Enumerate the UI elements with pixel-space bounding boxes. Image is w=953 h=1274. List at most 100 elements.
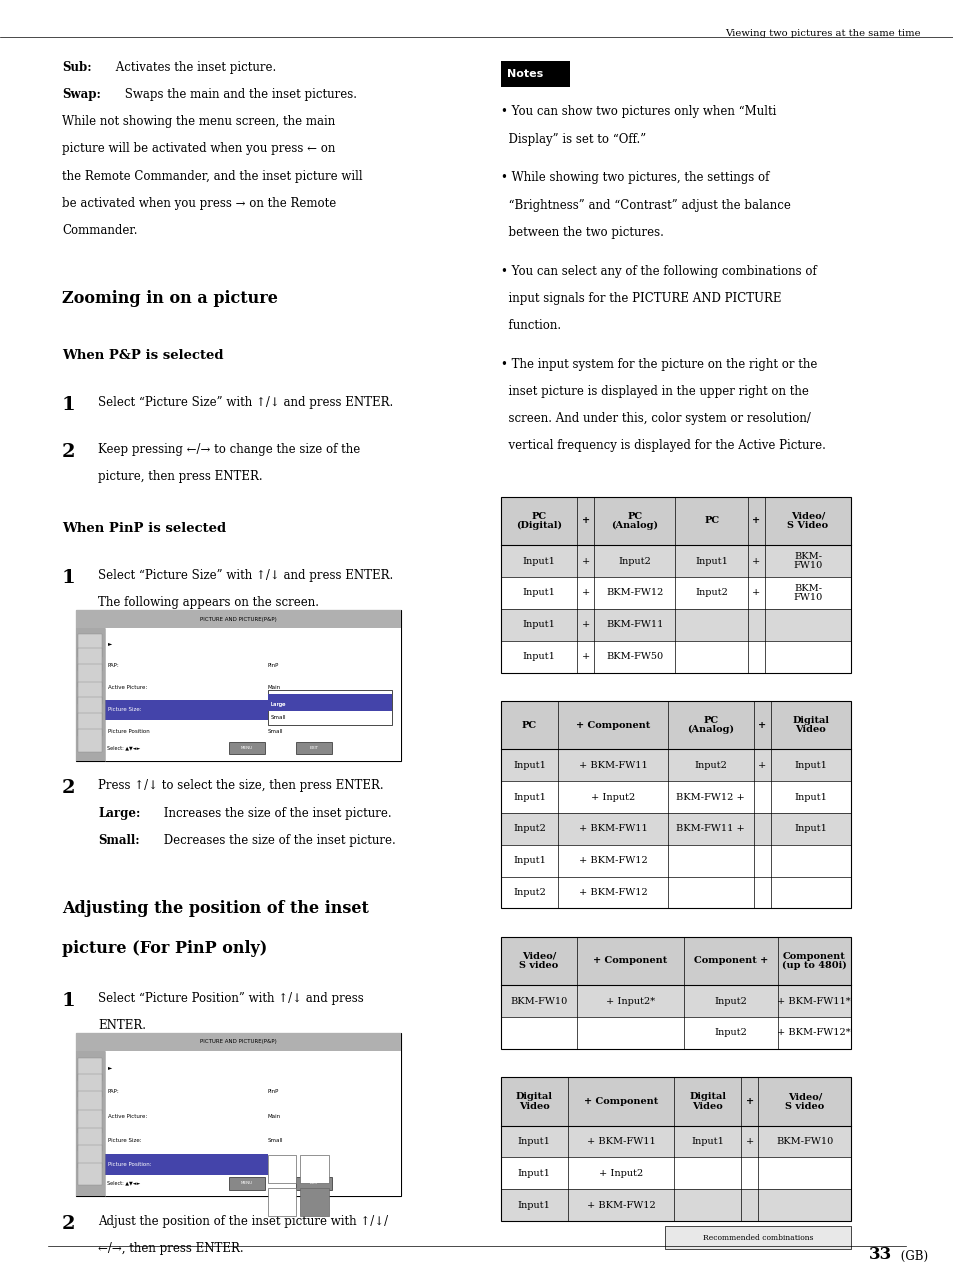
Bar [105,1153,267,1176]
Text: 2: 2 [62,1215,75,1233]
Bar [76,610,400,761]
Text: PAP:: PAP: [108,1089,119,1094]
Text: • While showing two pictures, the settings of: • While showing two pictures, the settin… [500,172,768,185]
Text: Commander.: Commander. [62,224,137,237]
Bar [299,1154,328,1182]
Bar [500,749,850,781]
Text: Notes: Notes [506,69,542,79]
Text: +: + [581,516,589,525]
Text: BKM-FW12: BKM-FW12 [605,589,663,598]
Bar [76,610,400,628]
Text: Input1: Input1 [794,792,826,801]
Text: Activates the inset picture.: Activates the inset picture. [112,61,275,74]
Bar [78,1127,102,1150]
Text: Input1: Input1 [522,589,555,598]
Bar [500,609,850,641]
Text: PC
(Analog): PC (Analog) [611,512,658,530]
Text: Keep pressing ←/→ to change the size of the: Keep pressing ←/→ to change the size of … [98,443,360,456]
Text: PinP: PinP [267,664,278,668]
Text: PC: PC [521,721,537,730]
Text: BKM-FW10: BKM-FW10 [510,996,567,1005]
Text: 1: 1 [62,396,75,414]
Bar [500,545,850,577]
Text: BKM-FW11: BKM-FW11 [605,620,663,629]
Text: 1: 1 [62,569,75,587]
Text: Small: Small [267,1138,283,1143]
Text: Input2: Input2 [694,761,726,769]
Bar [500,701,850,749]
Bar [500,1078,850,1222]
Text: Digital
Video: Digital Video [516,1092,552,1111]
Text: + Component: + Component [593,957,667,966]
Text: EXIT: EXIT [309,1181,318,1185]
Bar [76,1033,400,1196]
Text: Video/
S video: Video/ S video [518,952,558,971]
Bar [78,682,102,705]
Text: Main: Main [267,685,280,691]
Text: Small:: Small: [98,833,140,847]
Bar [78,713,102,736]
Text: the Remote Commander, and the inset picture will: the Remote Commander, and the inset pict… [62,169,362,182]
Bar [500,1190,850,1222]
Text: + BKM-FW11: + BKM-FW11 [578,824,647,833]
Text: Recommended combinations: Recommended combinations [702,1233,812,1242]
Bar [299,1187,328,1215]
Text: picture will be activated when you press ← on: picture will be activated when you press… [62,143,335,155]
Text: +: + [581,557,589,566]
Text: +: + [752,589,760,598]
Text: Main: Main [267,1113,280,1119]
Text: Large: Large [271,702,286,707]
Text: + Input2: + Input2 [598,1168,642,1178]
Text: function.: function. [500,318,560,331]
Text: Adjust the position of the inset picture with ↑/↓/: Adjust the position of the inset picture… [98,1215,388,1228]
Text: Input1: Input1 [513,761,545,769]
Text: Input1: Input1 [695,557,727,566]
Bar [78,729,102,752]
Text: BKM-FW12 +: BKM-FW12 + [676,792,744,801]
Text: + BKM-FW12: + BKM-FW12 [586,1200,655,1210]
Text: picture, then press ENTER.: picture, then press ENTER. [98,470,263,483]
Text: Picture Position: Picture Position [108,730,150,734]
Text: Select “Picture Size” with ↑/↓ and press ENTER.: Select “Picture Size” with ↑/↓ and press… [98,569,393,582]
Text: +: + [752,557,760,566]
Text: Input1: Input1 [691,1136,723,1147]
Text: Small: Small [271,715,286,720]
Text: Input1: Input1 [517,1200,550,1210]
Text: PC
(Analog): PC (Analog) [686,716,734,734]
Text: Picture Size:: Picture Size: [108,1138,141,1143]
Text: Large: Large [271,702,286,707]
Text: Input2: Input2 [714,996,746,1005]
Bar [500,936,850,985]
Text: Input1: Input1 [517,1136,550,1147]
Text: MENU: MENU [241,745,253,750]
Text: ←/→, then press ENTER.: ←/→, then press ENTER. [98,1242,244,1255]
Text: between the two pictures.: between the two pictures. [500,225,663,238]
Text: Large:: Large: [98,806,140,819]
Bar [105,1051,400,1196]
Text: When PinP is selected: When PinP is selected [62,522,226,535]
Text: Video/
S Video: Video/ S Video [786,512,828,530]
Bar [500,936,850,1049]
Text: screen. And under this, color system or resolution/: screen. And under this, color system or … [500,412,810,426]
Text: 2: 2 [62,443,75,461]
Text: PICTURE AND PICTURE(P&P): PICTURE AND PICTURE(P&P) [200,1040,276,1045]
Text: + BKM-FW11: + BKM-FW11 [578,761,647,769]
Text: +: + [752,516,760,525]
Text: 33: 33 [868,1246,891,1264]
Text: Sub:: Sub: [62,61,91,74]
Bar [105,699,267,720]
Bar [78,1162,102,1185]
Bar [500,61,569,87]
Text: Active Picture:: Active Picture: [108,1113,147,1119]
Text: Select “Picture Size” with ↑/↓ and press ENTER.: Select “Picture Size” with ↑/↓ and press… [98,396,393,409]
Text: • You can select any of the following combinations of: • You can select any of the following co… [500,265,816,278]
Bar [76,1051,105,1196]
Bar [78,1110,102,1133]
Text: Viewing two pictures at the same time: Viewing two pictures at the same time [724,28,920,38]
Text: inset picture is displayed in the upper right on the: inset picture is displayed in the upper … [500,385,808,397]
Text: (GB): (GB) [896,1250,927,1263]
Text: + BKM-FW12: + BKM-FW12 [578,856,647,865]
Text: Input1: Input1 [522,620,555,629]
Text: Select: ▲▼◄►: Select: ▲▼◄► [107,745,140,750]
Text: + BKM-FW11: + BKM-FW11 [586,1136,655,1147]
